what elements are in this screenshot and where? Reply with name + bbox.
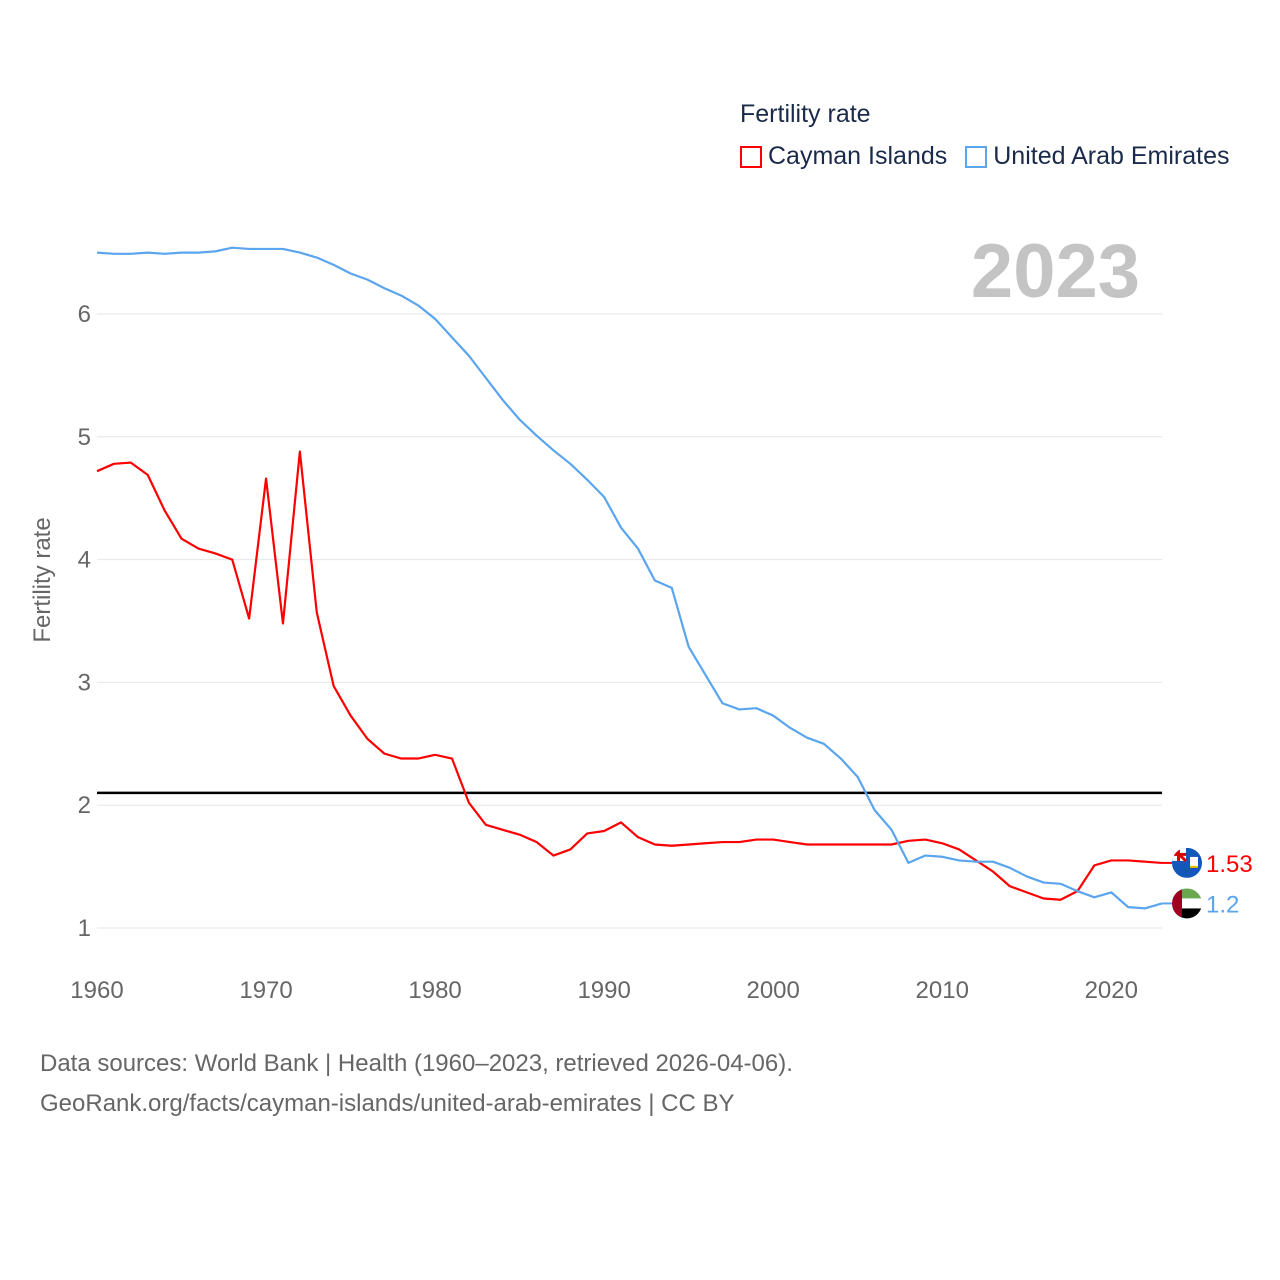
footer: Data sources: World Bank | Health (1960–… [40, 1044, 793, 1124]
legend-swatch [965, 145, 988, 168]
y-tick-label: 5 [78, 424, 91, 451]
x-tick-label: 1960 [70, 977, 123, 1004]
end-value-label: 1.2 [1206, 891, 1239, 918]
x-tick-label: 2000 [746, 977, 799, 1004]
y-tick-label: 2 [78, 792, 91, 819]
source-link[interactable]: GeoRank.org/facts/cayman-islands/united-… [40, 1090, 735, 1117]
series-line-uae [96, 246, 1163, 910]
x-tick-label: 1990 [577, 977, 630, 1004]
y-axis-label: Fertility rate [29, 517, 56, 642]
x-tick-label: 2010 [916, 977, 969, 1004]
legend-item-cayman[interactable]: Cayman Islands [740, 142, 947, 171]
series-line-cayman-islands [96, 450, 1163, 901]
year-label: 2023 [970, 229, 1140, 314]
uae-flag-icon [1172, 888, 1202, 919]
end-value-label: 1.53 [1206, 851, 1253, 878]
x-tick-label: 1980 [408, 977, 461, 1004]
legend: Cayman Islands United Arab Emirates [740, 142, 1229, 171]
legend-item-uae[interactable]: United Arab Emirates [965, 142, 1229, 171]
x-tick-label: 1970 [239, 977, 292, 1004]
x-tick-label: 2020 [1085, 977, 1138, 1004]
cayman-flag-icon [1172, 847, 1202, 878]
y-tick-label: 3 [78, 669, 91, 696]
y-tick-label: 4 [78, 547, 91, 574]
data-source: Data sources: World Bank | Health (1960–… [40, 1050, 793, 1077]
legend-swatch [740, 145, 762, 168]
y-tick-label: 6 [78, 301, 91, 328]
legend-label: Cayman Islands [768, 142, 948, 170]
legend-label: United Arab Emirates [993, 142, 1230, 170]
legend-title: Fertility rate [740, 100, 871, 128]
y-tick-label: 1 [78, 915, 91, 942]
